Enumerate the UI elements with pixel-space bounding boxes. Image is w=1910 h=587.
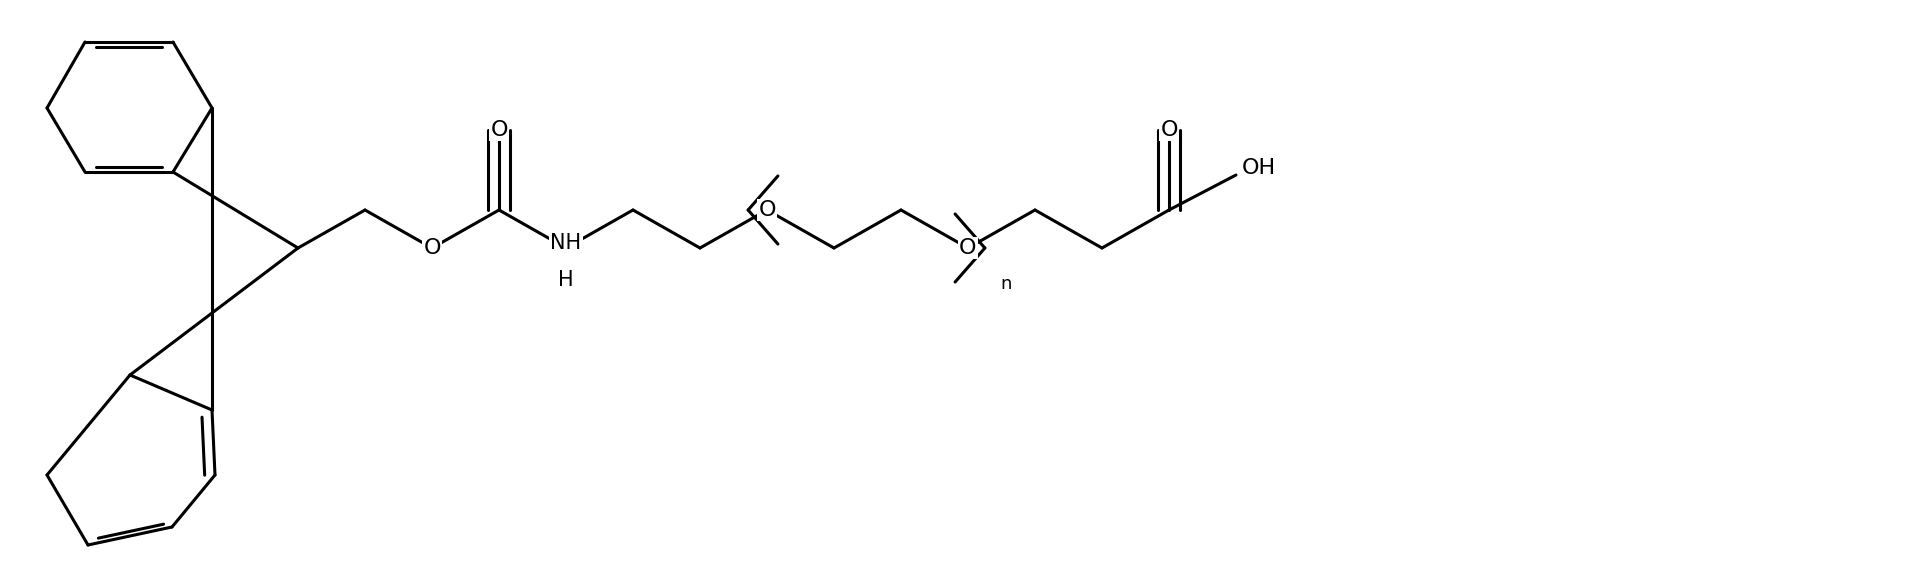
Text: O: O	[758, 200, 775, 220]
Text: OH: OH	[1242, 158, 1276, 178]
Text: O: O	[959, 238, 976, 258]
Text: NH: NH	[550, 233, 581, 254]
Text: n: n	[1001, 275, 1012, 294]
Text: O: O	[1159, 120, 1178, 140]
Text: H: H	[558, 270, 573, 291]
Text: O: O	[424, 238, 441, 258]
Text: O: O	[491, 120, 508, 140]
